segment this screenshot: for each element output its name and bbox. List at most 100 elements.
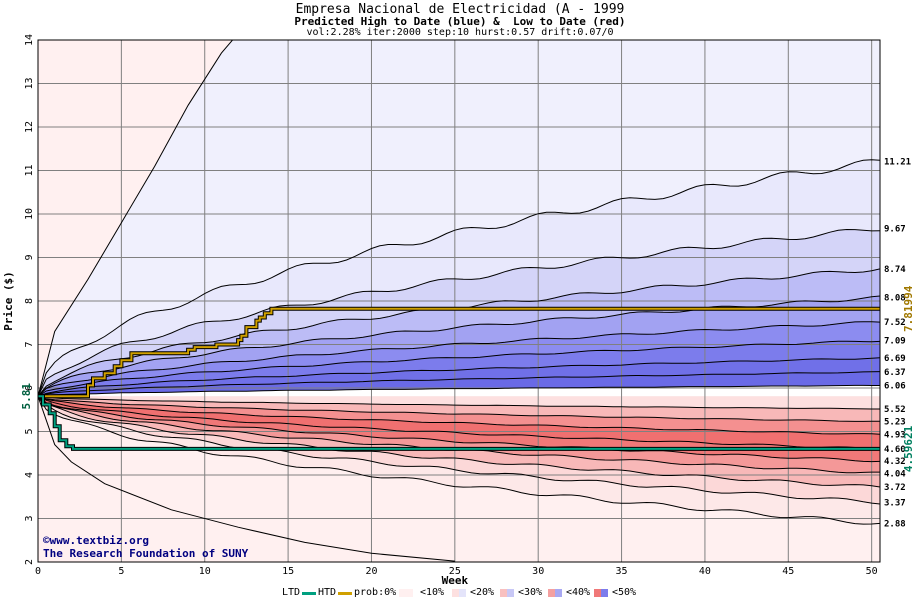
x-tick-label: 30 [532,566,544,577]
quantile-label-high: 8.74 [884,265,906,275]
legend-swatch-20 [500,589,514,597]
quantile-label-low: 4.60 [884,445,906,455]
x-axis-title: Week [442,574,469,586]
quantile-high-line-3 [38,295,880,397]
credit-foundation: The Research Foundation of SUNY [43,547,249,560]
quantile-label-high: 11.21 [884,157,911,167]
quantile-label-low: 2.88 [884,520,906,530]
credit-site: ©www.textbiz.org [43,534,149,547]
quantile-low-line-1 [38,395,880,422]
chart-legend: LTD HTD prob:0% <10% <20% <30% <40% <50% [0,586,920,600]
band-high-6 [38,357,880,397]
band-low-0 [38,396,880,409]
quantile-label-low: 4.32 [884,457,906,467]
y-tick-label: 10 [24,208,35,220]
y-tick-label: 14 [24,34,35,46]
x-tick-label: 35 [616,566,628,577]
quantile-label-low: 5.23 [884,417,906,427]
y-tick-label: 5 [24,428,35,434]
legend-swatch-10 [452,589,466,597]
quantile-label-high: 9.67 [884,224,906,234]
y-tick-label: 11 [24,164,35,176]
legend-ltd-label: LTD [282,587,301,598]
band-high-1 [38,229,880,397]
legend-htd-swatch [338,592,352,595]
y-tick-label: 7 [24,341,35,347]
x-tick-label: 45 [782,566,794,577]
price-projection-chart: 0 5 10 15 20 25 30 35 40 45 50234567891011121314We… [2,34,915,586]
legend-swatch-30 [548,589,562,597]
x-tick-label: 25 [449,566,461,577]
y-tick-label: 13 [24,77,35,89]
quantile-high-line-4 [38,321,880,397]
quantile-label-low: 5.52 [884,405,906,415]
quantile-label-high: 6.69 [884,354,906,364]
legend-prob-label: prob:0% [354,587,397,598]
quantile-label-high: 7.09 [884,337,906,347]
x-tick-label: 15 [282,566,294,577]
x-tick-label: 20 [365,566,377,577]
quantile-low-line-8 [38,396,880,525]
quantile-low-line-7 [38,395,880,505]
y-tick-label: 4 [24,472,35,478]
chart-title: Empresa Nacional de Electricidad (A - 19… [295,2,625,17]
band-high-7 [38,371,880,397]
extreme-high-line [38,40,234,397]
quantile-low-line-2 [38,395,880,435]
band-high-4 [38,321,880,397]
ltd-final-label: 4.59621 [902,425,915,472]
quantile-label-high: 8.08 [884,294,906,304]
quantile-high-line-8 [38,384,880,397]
band-high-5 [38,341,880,397]
quantile-label-high: 7.52 [884,318,906,328]
band-low-7 [38,396,880,504]
ltd-path [38,395,880,450]
x-tick-label: 50 [866,566,878,577]
band-low-4 [38,396,880,462]
quantile-label-low: 4.93 [884,431,906,441]
x-tick-label: 5 [118,566,124,577]
htd-final-label: 7.81994 [902,285,915,332]
chart-subtitle: Predicted High to Date (blue) & Low to D… [294,15,626,28]
quantile-label-low: 3.37 [884,498,906,508]
legend-label-40: <40% [566,587,591,598]
quantile-low-line-3 [38,395,880,451]
band-extreme-low [38,396,880,562]
quantile-high-line-0 [38,159,880,397]
y-tick-label: 6 [24,385,35,391]
legend-label-30: <30% [518,587,543,598]
band-high-0 [38,159,880,397]
band-low-8 [38,396,880,525]
y-tick-label: 12 [24,121,35,133]
y-tick-label: 8 [24,298,35,304]
legend-swatch-40 [594,589,608,597]
band-low-2 [38,396,880,435]
extreme-low-line [38,396,455,562]
x-tick-label: 0 [35,566,41,577]
quantile-label-high: 6.06 [884,381,906,391]
quantile-high-line-7 [38,371,880,397]
quantile-label-low: 3.72 [884,483,906,493]
legend-htd-label: HTD [318,587,337,598]
htd-path [38,307,880,398]
y-tick-label: 9 [24,254,35,260]
legend-swatch-0 [399,589,413,597]
quantile-high-line-5 [38,340,880,397]
quantile-low-line-4 [38,395,880,463]
band-low-6 [38,396,880,487]
band-high-3 [38,296,880,397]
simulation-parameters: vol:2.28% iter:2000 step:10 hurst:0.57 d… [306,27,614,38]
legend-label-20: <20% [470,587,495,598]
x-tick-label: 10 [199,566,211,577]
y-tick-label: 3 [24,515,35,521]
x-tick-label: 40 [699,566,711,577]
quantile-high-line-6 [38,357,880,397]
y-axis-title: Price ($) [2,271,15,331]
plot-frame [37,39,881,563]
legend-label-50: <50% [612,587,637,598]
y-tick-label: 2 [24,559,35,565]
quantile-high-line-1 [38,228,880,397]
legend-label-10: <10% [420,587,445,598]
quantile-label-low: 4.04 [884,469,906,479]
start-price-label: 5.81 [20,383,33,410]
